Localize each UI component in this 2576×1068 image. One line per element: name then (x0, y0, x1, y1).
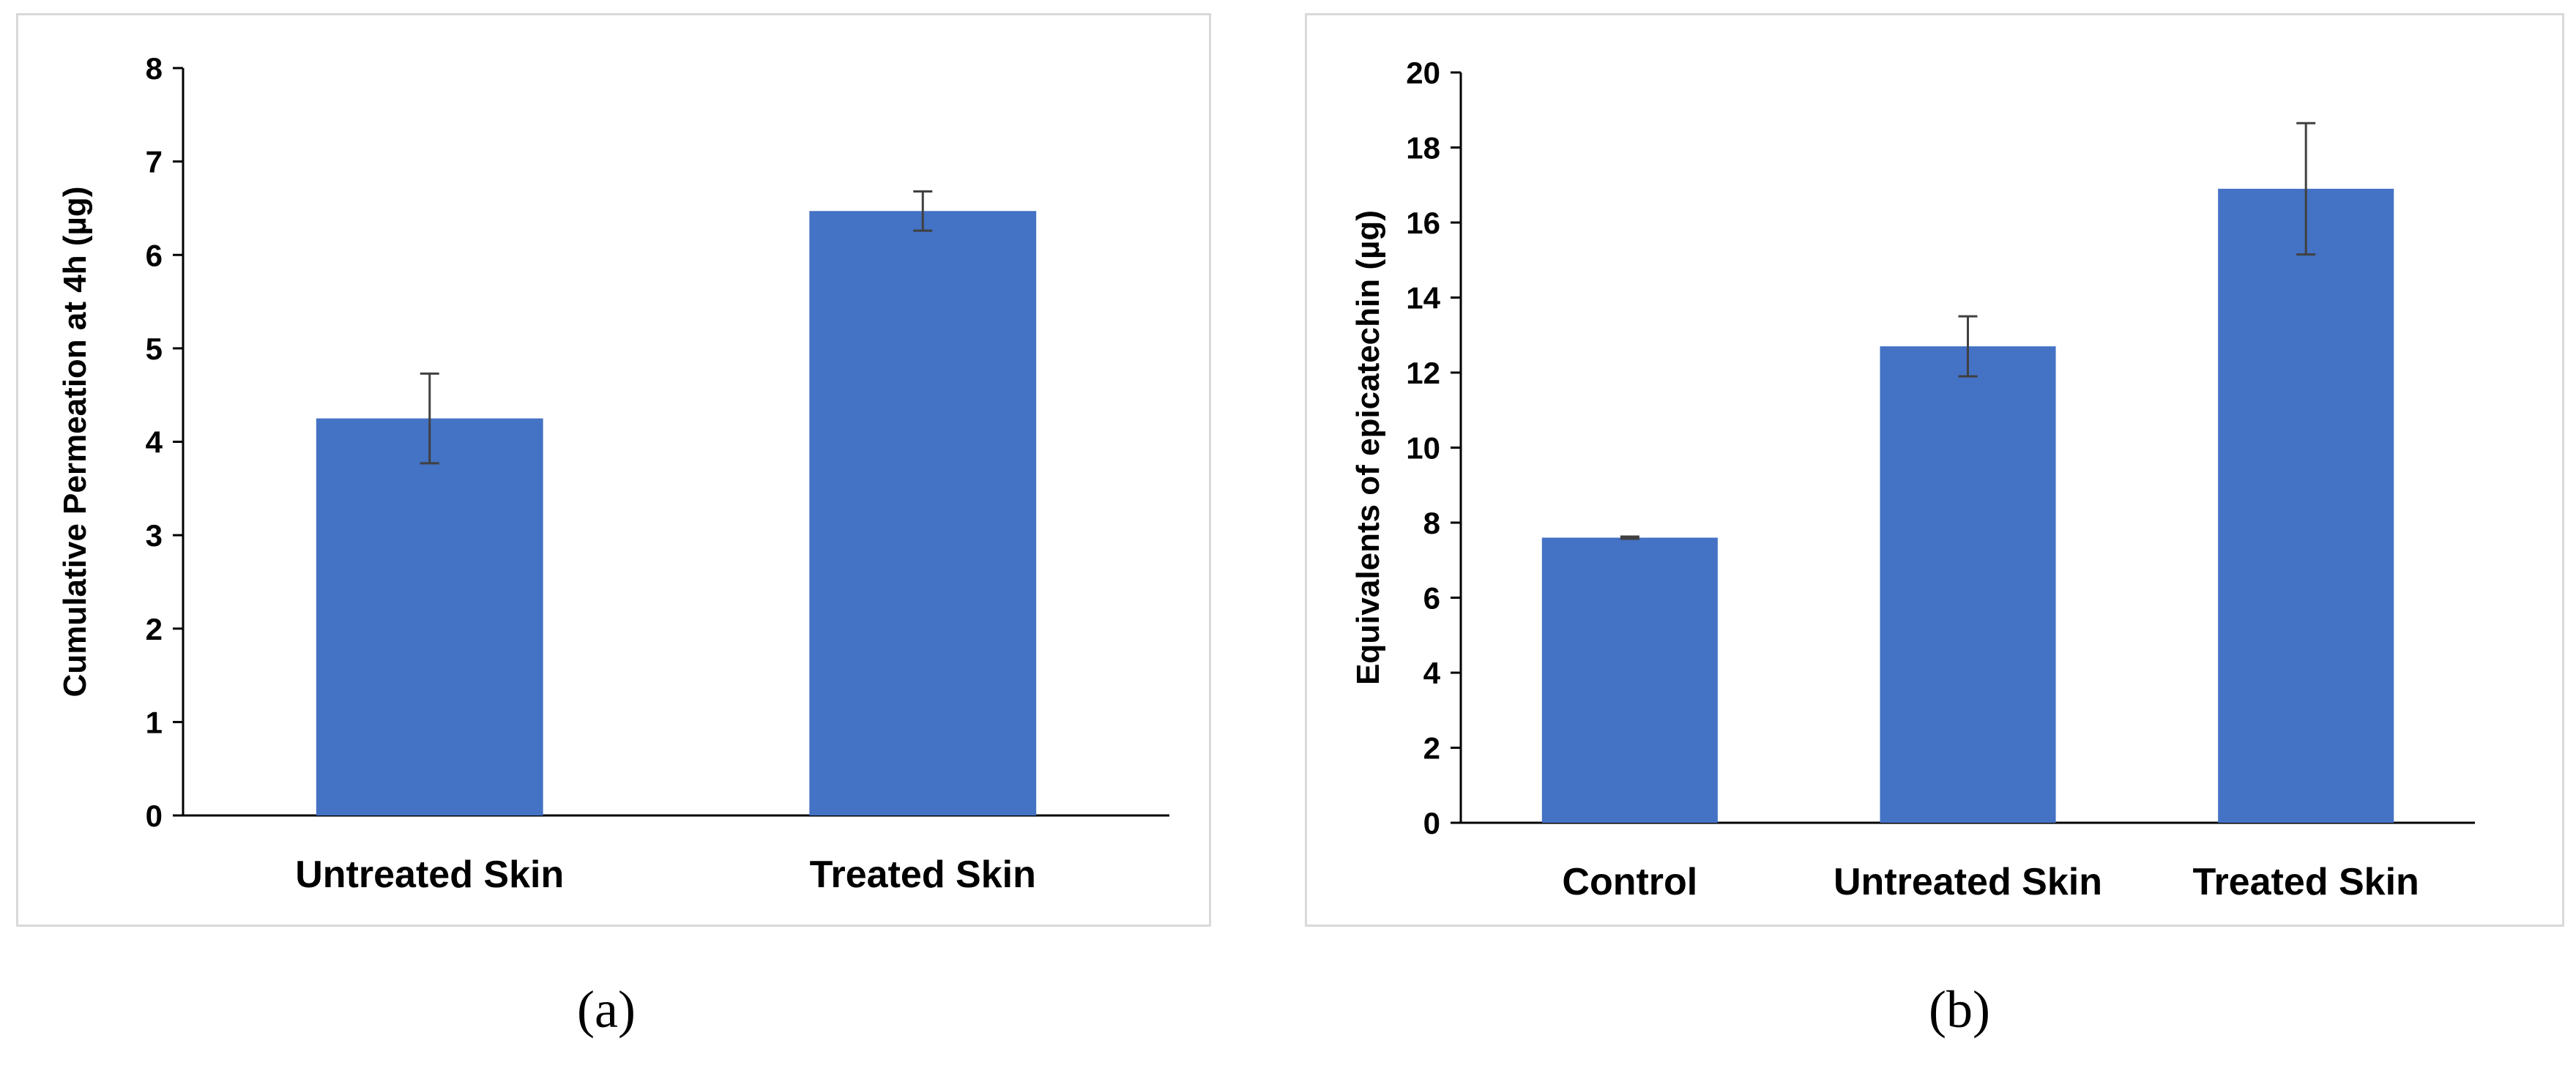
chart-b-y-tick-label: 0 (1423, 806, 1440, 840)
chart-b-y-tick-label: 18 (1406, 131, 1440, 165)
chart-b-category-label: Untreated Skin (1834, 861, 2102, 903)
chart-a-y-tick-label: 4 (146, 425, 163, 460)
chart-panel-b: 0 2 4 6 8 10 12 14 16 18 20 Control Untreated Skin Tr… (1305, 13, 2564, 927)
chart-b-y-axis-title: Equivalents of epicatechin (µg) (1350, 210, 1386, 685)
chart-a-y-tick-label: 3 (146, 518, 163, 553)
chart-a-y-tick-label: 2 (146, 612, 163, 646)
chart-a-bar (316, 418, 543, 815)
chart-a-category-label: Treated Skin (810, 854, 1036, 896)
chart-b-y-tick-label: 16 (1406, 206, 1440, 240)
chart-b-y-tick-label: 14 (1406, 281, 1440, 315)
chart-b-y-tick-label: 6 (1423, 581, 1440, 616)
chart-a-y-tick-label: 5 (146, 332, 163, 366)
chart-b-bar (1541, 537, 1718, 823)
chart-panel-a: 0 1 2 3 4 5 6 7 8 Untreated Skin Treated Skin Cumul… (16, 13, 1211, 927)
bar-chart-b: 0 2 4 6 8 10 12 14 16 18 20 Control Untreated Skin Tr… (1350, 56, 2475, 903)
chart-a-y-axis-title: Cumulative Permeation at 4h (µg) (57, 187, 93, 698)
caption-a: (a) (577, 980, 636, 1039)
chart-b-y-tick-label: 2 (1423, 731, 1440, 766)
chart-a-y-tick-label: 1 (146, 705, 163, 739)
chart-a-bar (809, 211, 1037, 815)
chart-a-y-tick-label: 6 (146, 238, 163, 272)
chart-a-category-label: Untreated Skin (295, 854, 564, 896)
bar-chart-a: 0 1 2 3 4 5 6 7 8 Untreated Skin Treated Skin Cumul… (57, 51, 1169, 896)
chart-a-y-tick-label: 8 (146, 51, 163, 86)
chart-b-y-tick-label: 10 (1406, 431, 1440, 466)
chart-b-y-tick-label: 12 (1406, 356, 1440, 390)
chart-b-category-label: Control (1562, 861, 1697, 903)
chart-b-category-label: Treated Skin (2193, 861, 2419, 903)
chart-a-y-tick-label: 7 (146, 145, 163, 179)
chart-b-y-tick-label: 4 (1423, 656, 1441, 690)
chart-b-y-tick-label: 20 (1406, 56, 1440, 90)
chart-b-bar (2218, 188, 2394, 823)
chart-b-bar (1880, 346, 2056, 823)
chart-a-y-tick-label: 0 (146, 799, 163, 833)
chart-b-y-tick-label: 8 (1423, 506, 1440, 540)
caption-b: (b) (1929, 980, 1990, 1039)
